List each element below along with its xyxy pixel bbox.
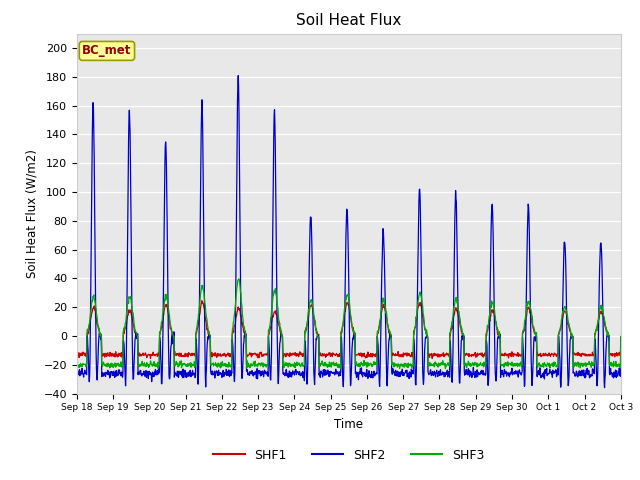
SHF1 <box>181 354 189 360</box>
SHF2 <box>255 371 263 377</box>
X-axis label: Time: Time <box>334 418 364 431</box>
SHF2 <box>234 73 242 79</box>
SHF2 <box>73 374 81 380</box>
SHF1 <box>147 356 154 361</box>
SHF3 <box>180 361 188 367</box>
SHF1 <box>73 353 81 359</box>
SHF1 <box>505 351 513 357</box>
SHF2 <box>194 377 202 383</box>
SHF3 <box>617 334 625 339</box>
Title: Soil Heat Flux: Soil Heat Flux <box>296 13 401 28</box>
Line: SHF3: SHF3 <box>77 279 621 369</box>
SHF1 <box>198 298 206 304</box>
SHF3 <box>235 276 243 282</box>
SHF3 <box>255 361 263 367</box>
SHF1 <box>255 350 263 356</box>
SHF2 <box>601 385 609 391</box>
SHF1 <box>195 323 202 329</box>
SHF3 <box>442 366 449 372</box>
SHF3 <box>194 317 202 323</box>
SHF1 <box>553 352 561 358</box>
SHF2 <box>180 372 188 378</box>
SHF2 <box>505 372 513 378</box>
Y-axis label: Soil Heat Flux (W/m2): Soil Heat Flux (W/m2) <box>25 149 38 278</box>
SHF3 <box>505 361 513 367</box>
SHF3 <box>553 362 561 368</box>
Text: BC_met: BC_met <box>82 44 132 58</box>
SHF3 <box>73 360 81 366</box>
SHF1 <box>434 354 442 360</box>
SHF2 <box>617 336 625 341</box>
Line: SHF2: SHF2 <box>77 76 621 388</box>
SHF2 <box>434 371 442 377</box>
Line: SHF1: SHF1 <box>77 301 621 359</box>
SHF2 <box>553 374 561 380</box>
SHF1 <box>617 334 625 340</box>
SHF3 <box>434 361 442 367</box>
Legend: SHF1, SHF2, SHF3: SHF1, SHF2, SHF3 <box>209 444 489 467</box>
